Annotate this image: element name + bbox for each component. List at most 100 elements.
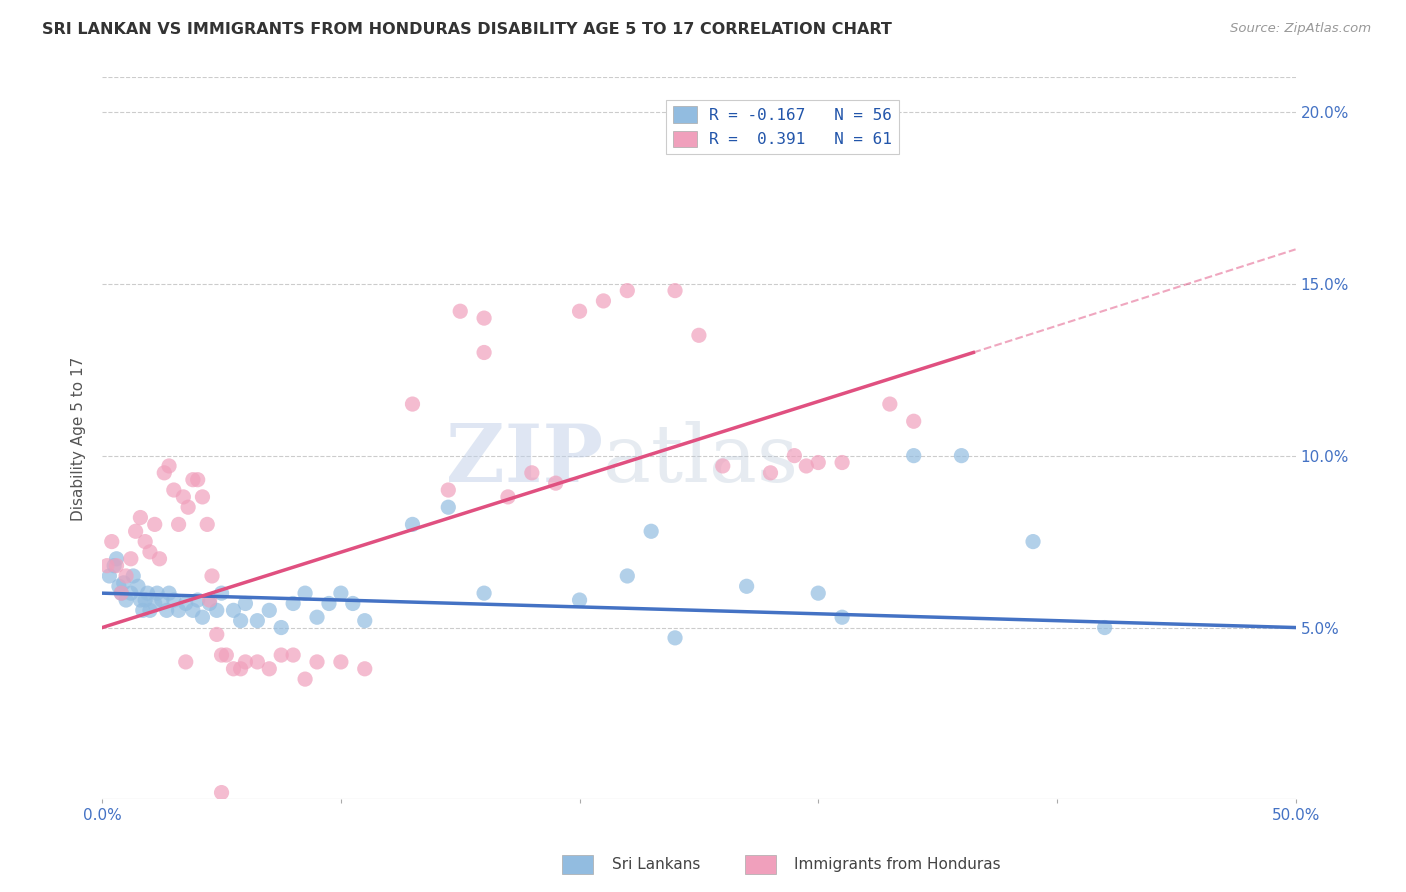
Point (120, 586, 142, 600)
Point (246, 614, 269, 628)
Point (259, 603, 281, 617)
Point (283, 648, 305, 662)
Legend: R = -0.167   N = 56, R =  0.391   N = 61: R = -0.167 N = 56, R = 0.391 N = 61 (666, 100, 898, 153)
Point (353, 662, 375, 676)
Point (211, 648, 233, 662)
Point (110, 586, 132, 600)
Point (150, 593, 173, 607)
Point (759, 466, 782, 480)
Point (134, 593, 156, 607)
Point (449, 304, 471, 318)
Point (711, 458, 734, 473)
Point (157, 586, 180, 600)
Point (270, 648, 292, 662)
Point (201, 569, 224, 583)
Point (153, 466, 176, 480)
Point (831, 456, 853, 470)
Point (205, 627, 228, 641)
Point (156, 603, 179, 617)
Point (191, 490, 214, 504)
Point (229, 614, 252, 628)
Point (181, 473, 204, 487)
Point (181, 603, 204, 617)
Point (903, 449, 925, 463)
Point (139, 545, 162, 559)
Point (783, 449, 806, 463)
Point (211, 786, 233, 800)
Text: Immigrants from Honduras: Immigrants from Honduras (794, 857, 1001, 872)
Point (616, 284, 638, 298)
Point (568, 304, 591, 318)
Point (139, 603, 162, 617)
Point (544, 476, 567, 491)
Point (246, 655, 269, 669)
Point (205, 603, 228, 617)
Point (342, 597, 364, 611)
Point (437, 500, 460, 515)
Point (831, 610, 853, 624)
Point (96, 558, 118, 573)
Point (136, 586, 159, 600)
Point (401, 397, 423, 411)
Point (879, 397, 901, 411)
Point (115, 569, 138, 583)
Point (950, 449, 973, 463)
Point (270, 621, 292, 635)
Point (163, 593, 186, 607)
Point (472, 311, 495, 326)
Text: atlas: atlas (603, 421, 799, 500)
Point (187, 473, 209, 487)
Point (807, 456, 830, 470)
Point (143, 517, 166, 532)
Point (568, 593, 591, 607)
Point (283, 597, 305, 611)
Point (122, 569, 145, 583)
Point (100, 534, 122, 549)
Point (120, 551, 142, 566)
Text: ZIP: ZIP (447, 421, 603, 500)
Point (167, 603, 190, 617)
Point (329, 586, 352, 600)
Point (903, 414, 925, 428)
Point (294, 672, 316, 686)
Point (187, 593, 209, 607)
Point (664, 284, 686, 298)
Point (640, 524, 662, 539)
Point (157, 458, 180, 473)
Point (616, 569, 638, 583)
Point (129, 593, 152, 607)
Point (329, 655, 352, 669)
Point (305, 655, 328, 669)
Point (115, 593, 138, 607)
Text: SRI LANKAN VS IMMIGRANTS FROM HONDURAS DISABILITY AGE 5 TO 17 CORRELATION CHART: SRI LANKAN VS IMMIGRANTS FROM HONDURAS D… (42, 22, 891, 37)
Point (259, 662, 281, 676)
Point (222, 662, 245, 676)
Point (198, 593, 221, 607)
Point (163, 483, 186, 497)
Point (112, 575, 135, 590)
Point (305, 610, 328, 624)
Point (167, 517, 190, 532)
Point (735, 579, 758, 593)
Point (318, 597, 340, 611)
Point (124, 524, 146, 539)
Point (688, 328, 710, 343)
Point (105, 558, 128, 573)
Point (177, 500, 200, 515)
Point (195, 517, 218, 532)
Point (472, 586, 495, 600)
Point (1022, 534, 1045, 549)
Point (132, 603, 155, 617)
Point (148, 551, 170, 566)
Point (807, 586, 830, 600)
Point (211, 586, 233, 600)
Text: Sri Lankans: Sri Lankans (612, 857, 700, 872)
Point (472, 345, 495, 359)
Y-axis label: Disability Age 5 to 17: Disability Age 5 to 17 (72, 356, 86, 521)
Point (146, 586, 169, 600)
Point (235, 655, 257, 669)
Point (105, 551, 128, 566)
Point (98, 569, 121, 583)
Point (437, 483, 460, 497)
Point (235, 597, 257, 611)
